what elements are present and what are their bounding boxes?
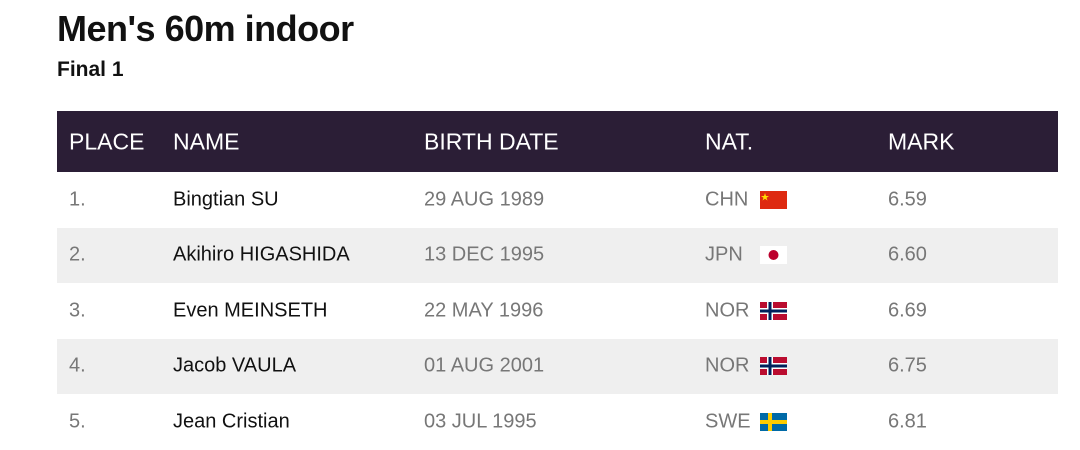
page-subtitle: Final 1 — [57, 58, 124, 81]
norway-flag-icon — [760, 301, 787, 320]
place: 4. — [69, 354, 86, 377]
birth-date: 13 DEC 1995 — [424, 243, 545, 266]
sweden-flag-icon — [760, 412, 787, 431]
header-name[interactable]: NAME — [173, 128, 240, 154]
header-nat[interactable]: NAT. — [705, 128, 754, 154]
athlete-name[interactable]: Jacob VAULA — [173, 354, 297, 377]
japan-flag-icon — [760, 246, 787, 265]
header-mark[interactable]: MARK — [888, 128, 955, 154]
place: 2. — [69, 243, 86, 266]
mark: 6.75 — [888, 354, 927, 377]
table-header: PLACE NAME BIRTH DATE NAT. MARK — [57, 111, 1058, 172]
nationality: CHN — [705, 188, 749, 211]
table-row: 3. Even MEINSETH 22 MAY 1996 NOR 6.69 — [57, 283, 1058, 339]
nationality: NOR — [705, 299, 750, 322]
athlete-name[interactable]: Even MEINSETH — [173, 299, 328, 322]
mark: 6.81 — [888, 410, 927, 433]
results-table: PLACE NAME BIRTH DATE NAT. MARK 1. Bingt… — [57, 111, 1058, 450]
nationality: NOR — [705, 354, 750, 377]
mark: 6.69 — [888, 299, 927, 322]
table-row: 2. Akihiro HIGASHIDA 13 DEC 1995 JPN 6.6… — [57, 227, 1058, 283]
nationality: JPN — [705, 243, 743, 266]
norway-flag-icon — [760, 357, 787, 376]
place: 3. — [69, 299, 86, 322]
nationality: SWE — [705, 410, 751, 433]
birth-date: 29 AUG 1989 — [424, 188, 545, 211]
table-row: 4. Jacob VAULA 01 AUG 2001 NOR 6.75 — [57, 338, 1058, 394]
table-row: 5. Jean Cristian 03 JUL 1995 SWE 6.81 — [57, 394, 1058, 450]
mark: 6.59 — [888, 188, 927, 211]
athlete-name[interactable]: Akihiro HIGASHIDA — [173, 243, 350, 266]
table-row: 1. Bingtian SU 29 AUG 1989 CHN 6.59 — [57, 172, 1058, 228]
china-flag-icon — [760, 190, 787, 209]
header-birth-date[interactable]: BIRTH DATE — [424, 128, 559, 154]
mark: 6.60 — [888, 243, 927, 266]
place: 5. — [69, 410, 86, 433]
birth-date: 22 MAY 1996 — [424, 299, 544, 322]
athlete-name[interactable]: Bingtian SU — [173, 188, 279, 211]
athlete-name[interactable]: Jean Cristian — [173, 410, 290, 433]
birth-date: 01 AUG 2001 — [424, 354, 545, 377]
page-title: Men's 60m indoor — [57, 8, 354, 49]
place: 1. — [69, 188, 86, 211]
birth-date: 03 JUL 1995 — [424, 410, 537, 433]
header-place[interactable]: PLACE — [69, 128, 145, 154]
